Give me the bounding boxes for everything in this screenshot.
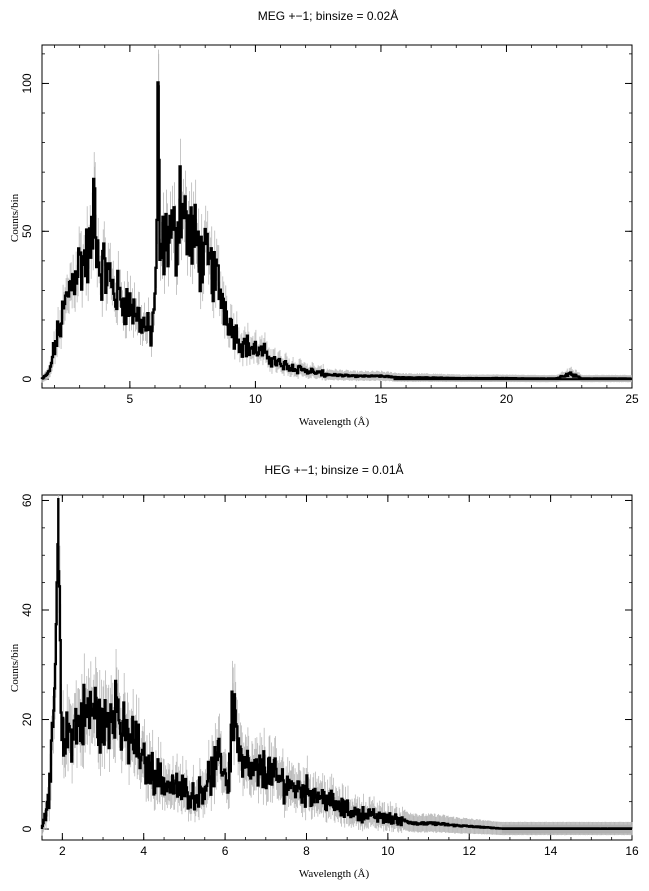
chart-title: HEG +−1; binsize = 0.01Å xyxy=(264,462,403,477)
error-bars xyxy=(41,495,633,836)
x-tick-label: 4 xyxy=(140,844,147,858)
x-tick-label: 15 xyxy=(374,392,388,406)
y-tick-label: 50 xyxy=(20,224,34,238)
spectrum-series-line xyxy=(40,498,633,830)
x-tick-label: 20 xyxy=(500,392,514,406)
x-tick-label: 14 xyxy=(544,844,558,858)
y-tick-label: 0 xyxy=(20,375,34,382)
y-tick-label: 100 xyxy=(20,73,34,93)
heg-spectrum-panel: HEG +−1; binsize = 0.01Å 2 4 6 8 10 12 14 16 0 20… xyxy=(9,462,639,880)
y-tick-label: 20 xyxy=(20,713,34,727)
y-tick-label: 60 xyxy=(20,493,34,507)
error-bars xyxy=(41,49,632,383)
y-tick-label: 0 xyxy=(20,825,34,832)
x-tick-label: 8 xyxy=(303,844,310,858)
y-tick-label: 40 xyxy=(20,603,34,617)
meg-spectrum-panel: MEG +−1; binsize = 0.02Å 5 10 15 20 25 0 50 100… xyxy=(9,8,639,428)
y-axis-label: Counts/bin xyxy=(9,643,21,692)
x-axis-label: Wavelength (Å) xyxy=(299,868,370,880)
x-tick-label: 12 xyxy=(463,844,477,858)
x-tick-label: 2 xyxy=(59,844,66,858)
x-tick-label: 16 xyxy=(625,844,639,858)
x-tick-label: 25 xyxy=(625,392,639,406)
chart-title: MEG +−1; binsize = 0.02Å xyxy=(258,8,398,23)
axis-ticks: 2 4 6 8 10 12 14 16 0 20 40 60 xyxy=(20,493,639,858)
x-tick-label: 5 xyxy=(127,392,134,406)
data-marks xyxy=(40,498,633,831)
x-tick-label: 10 xyxy=(249,392,263,406)
spectrum-series-line xyxy=(40,81,632,380)
x-tick-label: 6 xyxy=(222,844,229,858)
x-axis-label: Wavelength (Å) xyxy=(299,416,370,428)
plot-frame xyxy=(41,494,633,841)
x-tick-label: 10 xyxy=(381,844,395,858)
plot-frame xyxy=(41,44,633,389)
data-marks xyxy=(40,81,632,381)
axis-ticks: 5 10 15 20 25 0 50 100 xyxy=(20,45,639,406)
y-axis-label: Counts/bin xyxy=(9,193,21,242)
